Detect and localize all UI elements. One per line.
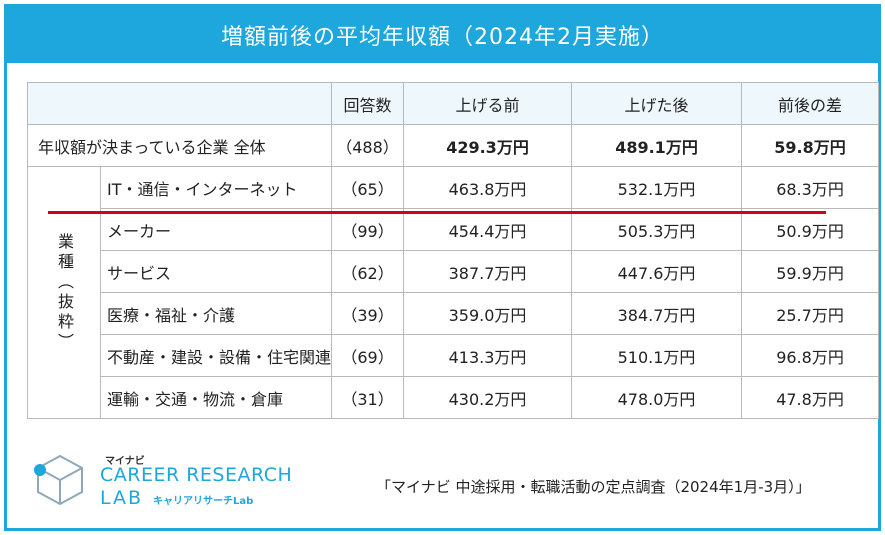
- row-after: 510.1万円: [571, 334, 743, 377]
- source-note: 「マイナビ 中途採用・転職活動の定点調査（2024年1月-3月）」: [376, 478, 811, 496]
- table-row: メーカー （99） 454.4万円 505.3万円 50.9万円: [28, 208, 880, 251]
- table-row: サービス （62） 387.7万円 447.6万円 59.9万円: [28, 250, 880, 293]
- header-diff: 前後の差: [741, 82, 880, 125]
- row-respondents: （31）: [331, 376, 405, 419]
- table-row: 不動産・建設・設備・住宅関連 （69） 413.3万円 510.1万円 96.8…: [28, 334, 880, 377]
- table-row: 医療・福祉・介護 （39） 359.0万円 384.7万円 25.7万円: [28, 292, 880, 335]
- row-diff: 68.3万円: [741, 166, 880, 209]
- row-label: サービス: [99, 250, 333, 293]
- row-before: 413.3万円: [403, 334, 573, 377]
- row-before: 430.2万円: [403, 376, 573, 419]
- table-row: 業種（抜粋） IT・通信・インターネット （65） 463.8万円 532.1万…: [27, 166, 880, 419]
- salary-table-wrap: 回答数 上げる前 上げた後 前後の差 年収額が決まっている企業 全体 （488）…: [26, 82, 880, 419]
- row-respondents: （62）: [331, 250, 405, 293]
- row-diff: 96.8万円: [741, 334, 880, 377]
- header-after: 上げた後: [571, 82, 743, 125]
- row-after: 532.1万円: [571, 166, 743, 209]
- industry-group-label: 業種（抜粋）: [27, 166, 101, 419]
- total-label: 年収額が決まっている企業 全体: [26, 124, 333, 167]
- row-label: 運輸・交通・物流・倉庫: [99, 376, 333, 419]
- row-respondents: （99）: [331, 208, 405, 251]
- row-label: メーカー: [99, 208, 333, 251]
- row-label: 不動産・建設・設備・住宅関連: [99, 334, 333, 377]
- header-row: 回答数 上げる前 上げた後 前後の差: [26, 82, 880, 125]
- row-before: 463.8万円: [403, 166, 573, 209]
- total-diff: 59.8万円: [741, 124, 880, 167]
- row-after: 447.6万円: [571, 250, 743, 293]
- header-corner: [26, 82, 333, 125]
- logo-sub: キャリアリサーチLab: [153, 496, 254, 507]
- highlight-underline: [48, 211, 826, 214]
- row-label: IT・通信・インターネット: [99, 166, 333, 209]
- row-diff: 25.7万円: [741, 292, 880, 335]
- salary-table: 回答数 上げる前 上げた後 前後の差 年収額が決まっている企業 全体 （488）…: [26, 82, 880, 419]
- row-label: 医療・福祉・介護: [99, 292, 333, 335]
- total-before: 429.3万円: [403, 124, 573, 167]
- row-diff: 47.8万円: [741, 376, 880, 419]
- row-respondents: （65）: [331, 166, 405, 209]
- row-after: 478.0万円: [571, 376, 743, 419]
- row-before: 359.0万円: [403, 292, 573, 335]
- total-respondents: （488）: [331, 124, 405, 167]
- row-diff: 59.9万円: [741, 250, 880, 293]
- row-before: 454.4万円: [403, 208, 573, 251]
- row-respondents: （39）: [331, 292, 405, 335]
- row-diff: 50.9万円: [741, 208, 880, 251]
- header-respondents: 回答数: [331, 82, 405, 125]
- career-research-lab-logo: マイナビ CAREER RESEARCH LAB キャリアリサーチLab: [30, 446, 292, 516]
- table-row: 運輸・交通・物流・倉庫 （31） 430.2万円 478.0万円 47.8万円: [28, 376, 880, 419]
- logo-line1: CAREER RESEARCH: [100, 464, 293, 486]
- logo-line2: LAB: [100, 487, 144, 509]
- figure-title: 増額前後の平均年収額（2024年2月実施）: [7, 7, 878, 63]
- cube-logo-icon: [34, 454, 83, 506]
- row-after: 384.7万円: [571, 292, 743, 335]
- row-respondents: （69）: [331, 334, 405, 377]
- row-before: 387.7万円: [403, 250, 573, 293]
- header-before: 上げる前: [403, 82, 573, 125]
- logo-brand: マイナビ: [105, 456, 145, 467]
- row-after: 505.3万円: [571, 208, 743, 251]
- total-after: 489.1万円: [571, 124, 743, 167]
- total-row: 年収額が決まっている企業 全体 （488） 429.3万円 489.1万円 59…: [26, 124, 880, 167]
